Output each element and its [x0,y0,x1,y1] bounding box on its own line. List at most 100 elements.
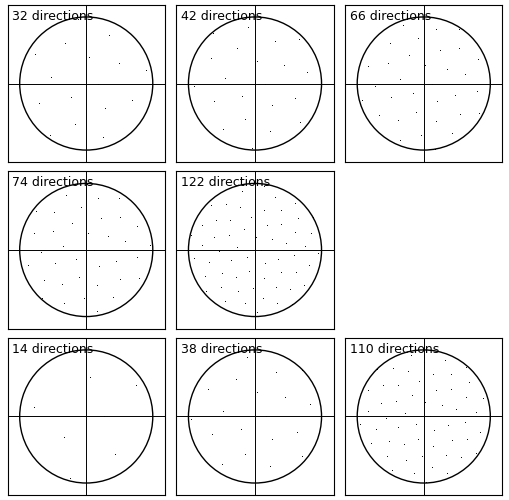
Point [209,96,217,104]
Point [442,65,450,73]
Point [304,260,312,268]
Point [291,268,299,276]
Point [261,80,269,88]
Point [471,450,479,458]
Point [279,61,287,69]
Point [398,22,406,30]
Point [271,368,279,376]
Point [262,221,270,229]
Point [245,267,253,275]
Point [146,240,154,248]
Point [381,414,389,422]
Point [71,120,79,128]
Point [115,58,123,66]
Text: 38 directions: 38 directions [181,342,262,355]
Point [220,297,229,305]
Point [31,50,39,58]
Point [274,254,282,262]
Point [190,254,198,262]
Point [110,450,119,458]
Point [447,130,456,138]
Point [450,91,459,99]
Point [261,412,269,420]
Point [215,248,223,256]
Point [464,378,472,386]
Point [83,229,92,237]
Point [460,418,468,426]
Point [300,242,308,250]
Point [260,182,268,190]
Point [400,409,408,417]
Point [212,216,220,224]
Point [251,232,260,240]
Point [431,117,439,125]
Point [59,242,67,250]
Point [471,408,479,416]
Point [95,262,103,270]
Point [220,74,229,82]
Point [383,452,391,460]
Point [440,356,448,364]
Point [190,82,198,90]
Point [395,136,404,143]
Point [265,126,273,134]
Point [259,274,267,281]
Point [260,258,268,266]
Point [414,378,422,386]
Point [435,46,443,54]
Point [461,363,469,371]
Point [290,228,298,235]
Point [204,386,212,394]
Point [252,308,261,316]
Point [67,94,75,102]
Point [237,92,245,100]
Point [446,386,455,394]
Point [308,214,316,222]
Point [237,425,245,433]
Point [35,99,43,107]
Point [411,420,419,428]
Point [272,299,280,307]
Point [50,208,59,216]
Point [374,111,382,119]
Point [384,437,392,445]
Point [371,425,379,433]
Point [61,39,69,47]
Point [366,440,375,448]
Point [232,44,240,52]
Point [115,213,123,221]
Point [232,272,240,280]
Point [399,440,407,448]
Point [401,456,409,464]
Text: 66 directions: 66 directions [349,10,430,22]
Point [393,382,401,390]
Point [217,460,225,468]
Point [218,407,227,415]
Point [250,194,259,202]
Point [446,370,454,378]
Point [290,252,298,260]
Point [201,287,209,295]
Point [206,54,214,62]
Point [134,274,143,281]
Point [240,226,248,234]
Point [413,434,421,442]
Point [132,253,140,261]
Point [260,206,268,214]
Point [115,194,123,202]
Point [420,398,428,406]
Point [454,25,462,33]
Point [68,220,76,228]
Point [142,66,150,74]
Point [427,80,435,88]
Text: 74 directions: 74 directions [12,176,94,189]
Point [219,125,227,133]
Point [221,200,230,207]
Point [133,222,141,230]
Point [474,109,483,117]
Point [104,232,112,240]
Point [276,220,285,228]
Point [455,110,463,118]
Point [93,282,101,290]
Point [268,435,276,443]
